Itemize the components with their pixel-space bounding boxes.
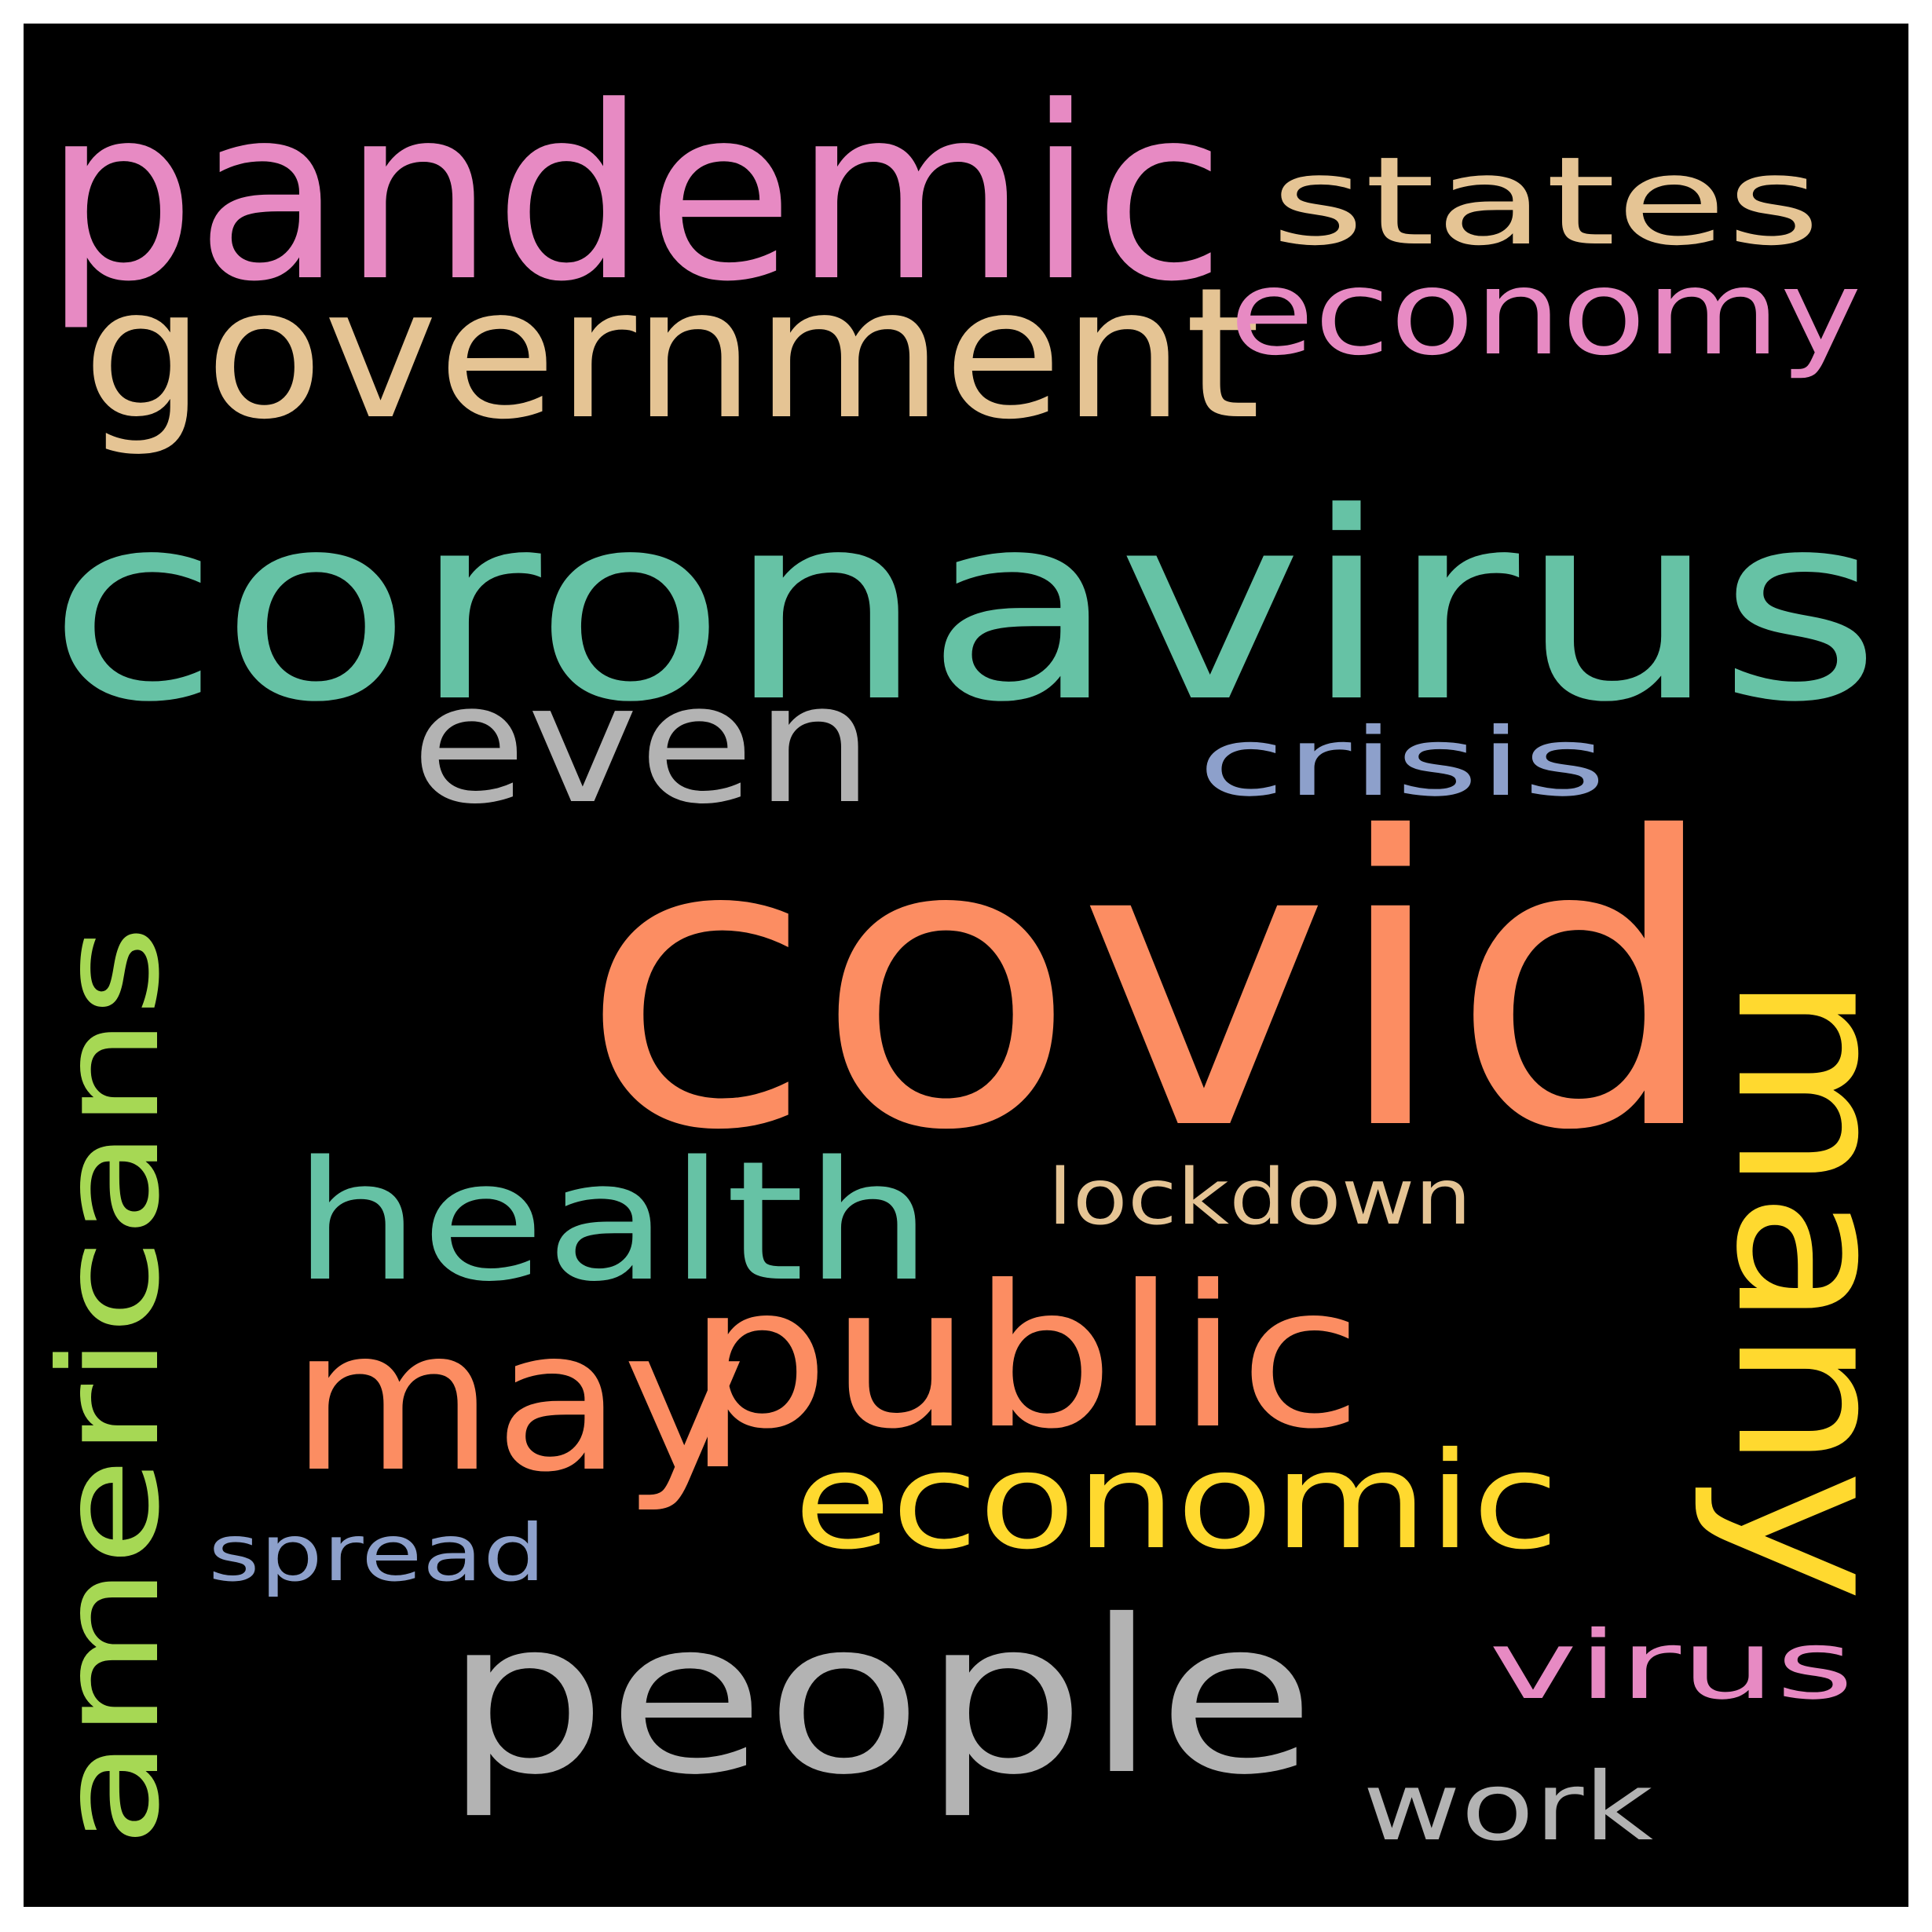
word-economic: economic	[794, 1424, 1560, 1579]
word-states: states	[1271, 130, 1820, 273]
word-health: health	[293, 1125, 933, 1318]
word-lockdown: lockdown	[1048, 1153, 1472, 1242]
word-public: public	[687, 1243, 1363, 1472]
word-spread: spread	[208, 1507, 546, 1599]
word-many: many	[1689, 974, 1932, 1602]
word-covid: covid	[580, 753, 1722, 1217]
word-may: may	[291, 1286, 746, 1515]
word-crisis: crisis	[1198, 708, 1606, 818]
word-americans: americans	[31, 925, 190, 1848]
word-work: work	[1363, 1753, 1654, 1862]
word-government: government	[82, 250, 1261, 459]
cloud-background	[24, 24, 1908, 1907]
word-economy: economy	[1230, 245, 1862, 382]
word-coronavirus: coronavirus	[48, 457, 1882, 759]
word-people: people	[444, 1574, 1315, 1821]
word-pandemic: pandemic	[44, 55, 1226, 334]
word-even: even	[411, 648, 874, 840]
word-virus: virus	[1489, 1612, 1854, 1721]
